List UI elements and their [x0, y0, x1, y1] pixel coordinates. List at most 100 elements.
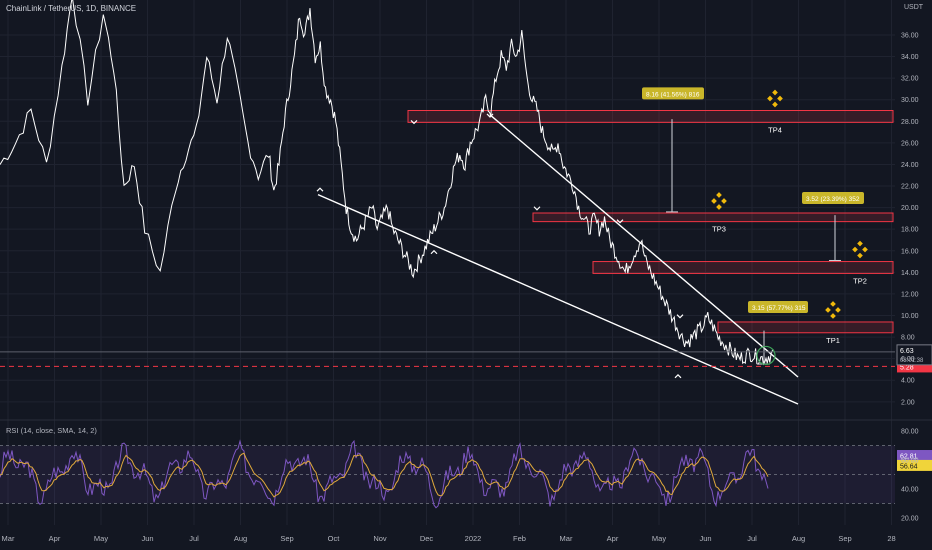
- measure-label-text: 8.16 (41.56%) 816: [646, 91, 700, 98]
- diamond-piece: [772, 89, 778, 96]
- target-diamond-icon: [711, 192, 727, 210]
- price-line: [0, 0, 774, 366]
- price-tick-label: 28.00: [901, 119, 919, 126]
- price-tick-label: 18.00: [901, 227, 919, 234]
- time-tick-label: Mar: [560, 534, 573, 543]
- price-tick-label: 4.00: [901, 378, 915, 385]
- price-tick-label: 34.00: [901, 54, 919, 61]
- target-zone-tp3: [532, 212, 894, 223]
- price-unit: USDT: [904, 4, 924, 11]
- price-tick-label: 24.00: [901, 162, 919, 169]
- diamond-piece: [830, 313, 836, 319]
- chart-title: ChainLink / TetherUS, 1D, BINANCE: [6, 4, 137, 13]
- measure-label-box: [748, 301, 808, 314]
- pivot-mark: [430, 249, 438, 255]
- measure-label-text: 3.52 (23.39%) 352: [806, 196, 860, 203]
- time-tick-label: 2022: [465, 534, 482, 543]
- time-tick-label: Feb: [513, 534, 526, 543]
- diamond-piece: [721, 198, 727, 204]
- diamond-piece: [830, 301, 836, 307]
- time-tick-label: Jun: [141, 534, 153, 543]
- rsi-sma-value-box: [897, 459, 932, 471]
- rsi-tick-label: 60.00: [901, 458, 919, 465]
- target-diamond-icon: [852, 240, 868, 259]
- rsi-value-label: 62.81: [900, 454, 918, 461]
- price-tick-label: 36.00: [901, 32, 919, 39]
- price-axis: 36.00 34.00 32.00 30.00 28.00 26.00 24.00 22.00…: [901, 32, 919, 522]
- pivot-mark: [410, 120, 418, 125]
- pivot-mark: [316, 187, 324, 192]
- target-label-tp2: TP2: [853, 276, 867, 285]
- pivot-mark: [533, 206, 541, 211]
- time-tick-label: May: [652, 534, 666, 543]
- diamond-piece: [835, 307, 841, 313]
- time-tick-label: Aug: [234, 534, 247, 543]
- lower-trendline: [317, 194, 799, 405]
- rsi-line: [0, 439, 769, 509]
- price-tick-label: 30.00: [901, 97, 919, 104]
- diamond-piece: [711, 198, 717, 204]
- diamond-piece: [772, 101, 778, 108]
- price-tick-label: 8.00: [901, 335, 915, 342]
- time-tick-label: Aug: [792, 534, 805, 543]
- diamond-piece: [857, 240, 863, 247]
- highlight-circle: [756, 345, 776, 366]
- time-tick-label: Sep: [280, 534, 293, 543]
- pivot-mark: [616, 219, 624, 224]
- diamond-piece: [857, 252, 863, 259]
- time-tick-label: Oct: [328, 534, 341, 543]
- time-tick-label: Jul: [747, 534, 757, 543]
- diamond-piece: [825, 307, 831, 313]
- pivot-mark: [674, 373, 682, 379]
- price-tick-label: 32.00: [901, 76, 919, 83]
- target-label-tp1: TP1: [826, 336, 840, 345]
- grid-lines: [0, 0, 932, 525]
- diamond-piece: [767, 95, 773, 102]
- upper-trendline: [489, 114, 799, 378]
- countdown-label: 03:01:38: [900, 358, 924, 364]
- price-tick-label: 20.00: [901, 205, 919, 212]
- measure-label-box: [642, 87, 704, 100]
- time-tick-label: May: [94, 534, 108, 543]
- price-series: [0, 0, 774, 366]
- price-tick-label: 2.00: [901, 399, 915, 406]
- diamond-piece: [852, 246, 858, 253]
- diamond-piece: [716, 204, 722, 210]
- target-label-tp3: TP3: [712, 225, 726, 234]
- measure-label-text: 3.15 (57.77%) 315: [752, 305, 806, 312]
- price-tick-label: 16.00: [901, 248, 919, 255]
- time-tick-label: Jul: [189, 534, 199, 543]
- rsi-tick-label: 20.00: [901, 515, 919, 522]
- support-price-label: 5.28: [900, 364, 914, 371]
- time-tick-label: Jun: [699, 534, 711, 543]
- current-price-label: 6.63: [900, 348, 914, 355]
- diamond-piece: [862, 246, 868, 253]
- annotations: 5.28 6.63 03:01:38 62.81 56.64: [0, 113, 932, 471]
- target-diamond-icon: [825, 301, 841, 319]
- target-zone-tp1: [717, 321, 894, 334]
- price-tick-label: 26.00: [901, 140, 919, 147]
- time-tick-label: Mar: [2, 534, 15, 543]
- current-price-box: [896, 344, 932, 366]
- pivot-mark: [486, 113, 494, 118]
- price-tick-label: 6.00: [901, 356, 915, 363]
- price-tick-label: 10.00: [901, 313, 919, 320]
- time-tick-label: Apr: [607, 534, 619, 543]
- target-zones: TP1 3.15 (57.77%) 315 TP2 TP3 3.52 (23.39%) …: [407, 87, 894, 345]
- rsi-tick-label: 80.00: [901, 429, 919, 436]
- pivot-mark: [676, 314, 684, 319]
- time-tick-label: Sep: [838, 534, 851, 543]
- measure-label-box: [802, 192, 864, 205]
- target-zone-tp4: [407, 110, 894, 123]
- target-label-tp4: TP4: [768, 125, 782, 134]
- rsi-panel: [0, 439, 895, 509]
- rsi-tick-label: 40.00: [901, 486, 919, 493]
- diamond-piece: [777, 95, 783, 102]
- rsi-sma-value-label: 56.64: [900, 463, 918, 470]
- time-tick-label: 28: [887, 534, 895, 543]
- price-tick-label: 12.00: [901, 291, 919, 298]
- time-tick-label: Apr: [49, 534, 61, 543]
- rsi-value-box: [897, 450, 932, 462]
- diamond-piece: [716, 192, 722, 198]
